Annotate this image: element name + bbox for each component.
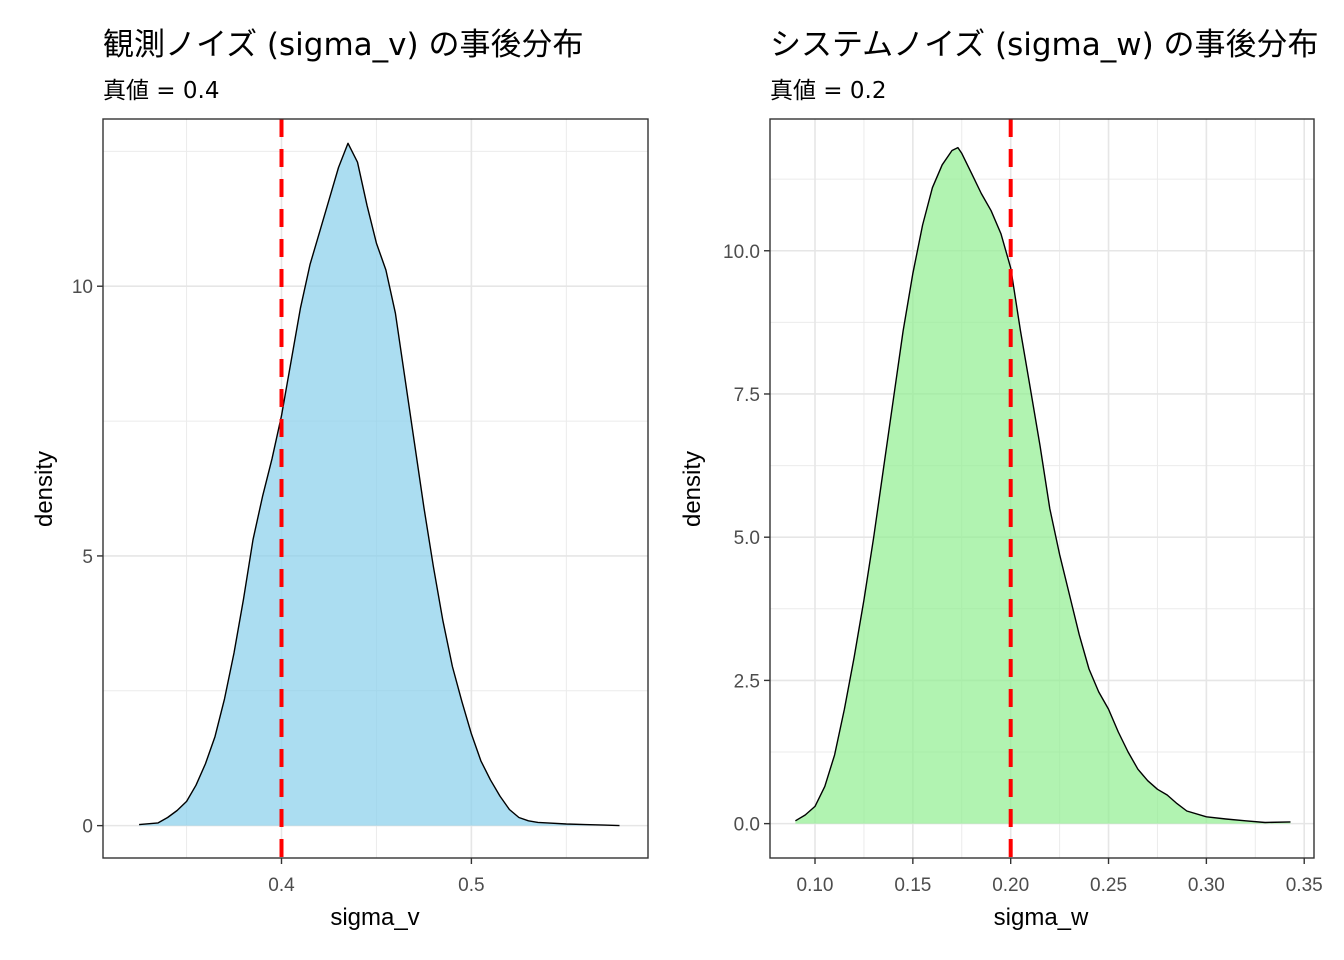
chart-title: システムノイズ (sigma_w) の事後分布 — [770, 27, 1319, 63]
density-curve — [139, 142, 620, 827]
x-tick-label: 0.4 — [268, 875, 295, 896]
x-axis-title: sigma_v — [330, 904, 419, 931]
x-tick-label: 0.5 — [458, 875, 484, 896]
x-tick-label: 0.30 — [1188, 875, 1225, 896]
y-axis-title: density — [679, 451, 706, 527]
y-tick-label: 5.0 — [734, 528, 760, 549]
x-tick-label: 0.25 — [1090, 875, 1127, 896]
density-area — [139, 143, 620, 826]
plot-border — [769, 118, 1315, 859]
density-curve — [795, 146, 1291, 824]
density-area — [795, 147, 1291, 824]
y-tick-label: 0.0 — [734, 815, 760, 836]
x-tick-label: 0.35 — [1286, 875, 1323, 896]
chart-subtitle: 真値 = 0.4 — [103, 78, 219, 104]
plot-border — [102, 118, 649, 859]
chart-panel-sigma-v: 0 5 10 0.4 0.5 観測ノイズ (sigma_v) の事後分布 真値 = 0.4… — [31, 27, 649, 931]
y-axis-title: density — [31, 451, 58, 527]
x-tick-label: 0.15 — [894, 875, 931, 896]
y-tick-label: 7.5 — [734, 385, 760, 406]
y-tick-label: 10 — [72, 277, 93, 298]
chart-subtitle: 真値 = 0.2 — [770, 78, 886, 104]
chart-panel-sigma-w: 0.0 2.5 5.0 7.5 10.0 0.10 0.15 0.20 0.25 0.30 0.35… — [679, 27, 1323, 931]
x-tick-label: 0.10 — [797, 875, 834, 896]
y-tick-label: 0 — [82, 817, 93, 838]
y-tick-label: 2.5 — [734, 671, 760, 692]
y-tick-label: 5 — [82, 547, 93, 568]
y-tick-label: 10.0 — [723, 242, 760, 263]
chart-title: 観測ノイズ (sigma_v) の事後分布 — [103, 27, 583, 63]
x-tick-label: 0.20 — [992, 875, 1029, 896]
x-axis-title: sigma_w — [994, 904, 1089, 931]
